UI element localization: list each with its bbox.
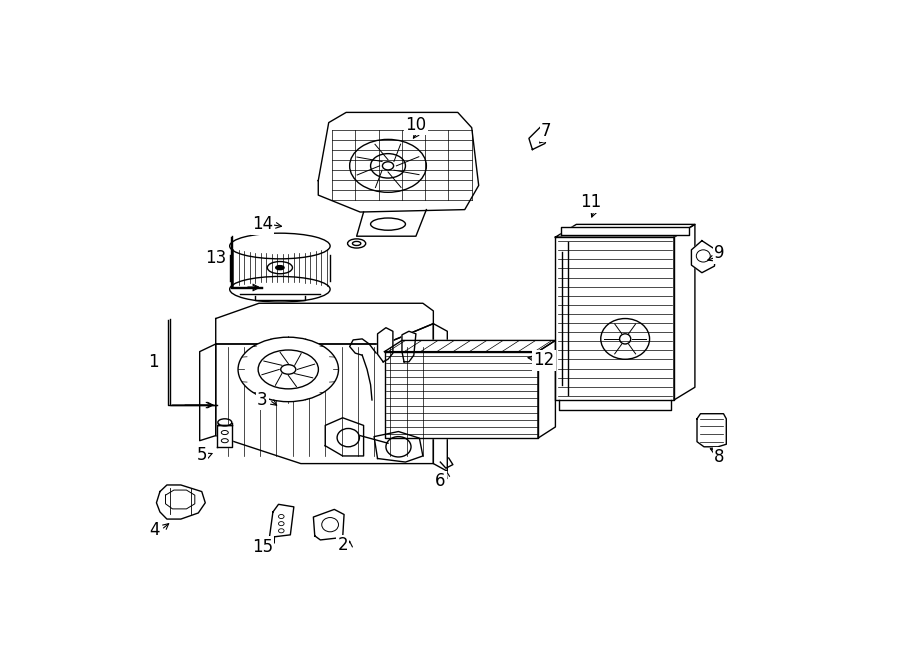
Text: 5: 5 [196, 446, 207, 464]
Text: 13: 13 [205, 249, 227, 268]
Polygon shape [217, 426, 232, 447]
Polygon shape [269, 504, 293, 537]
Polygon shape [384, 340, 555, 352]
Text: 10: 10 [405, 116, 427, 134]
Text: 11: 11 [580, 194, 601, 212]
Polygon shape [538, 340, 555, 438]
Polygon shape [555, 237, 674, 400]
Text: 12: 12 [533, 351, 554, 369]
Polygon shape [325, 418, 364, 456]
Polygon shape [157, 485, 205, 519]
Polygon shape [374, 432, 423, 462]
Polygon shape [434, 324, 447, 471]
Polygon shape [319, 112, 479, 212]
Ellipse shape [275, 266, 284, 270]
Text: 15: 15 [252, 537, 273, 555]
Text: 9: 9 [714, 245, 724, 262]
Polygon shape [691, 241, 716, 273]
Polygon shape [384, 352, 538, 438]
Polygon shape [216, 324, 434, 463]
Text: 4: 4 [149, 521, 159, 539]
Polygon shape [674, 224, 695, 400]
Polygon shape [200, 344, 216, 441]
Polygon shape [378, 328, 393, 362]
Polygon shape [313, 510, 344, 540]
Text: 2: 2 [338, 536, 348, 554]
Polygon shape [697, 414, 726, 447]
Polygon shape [216, 303, 434, 344]
Polygon shape [402, 331, 416, 362]
Text: 8: 8 [714, 448, 724, 466]
Text: 7: 7 [541, 122, 552, 140]
Polygon shape [166, 490, 194, 509]
Ellipse shape [238, 337, 338, 402]
Text: 3: 3 [257, 391, 268, 409]
Polygon shape [529, 127, 550, 149]
Polygon shape [561, 227, 689, 235]
Text: 1: 1 [148, 353, 158, 371]
Text: 14: 14 [252, 215, 273, 233]
Text: 6: 6 [435, 473, 446, 490]
Polygon shape [555, 224, 695, 237]
Polygon shape [356, 210, 427, 236]
